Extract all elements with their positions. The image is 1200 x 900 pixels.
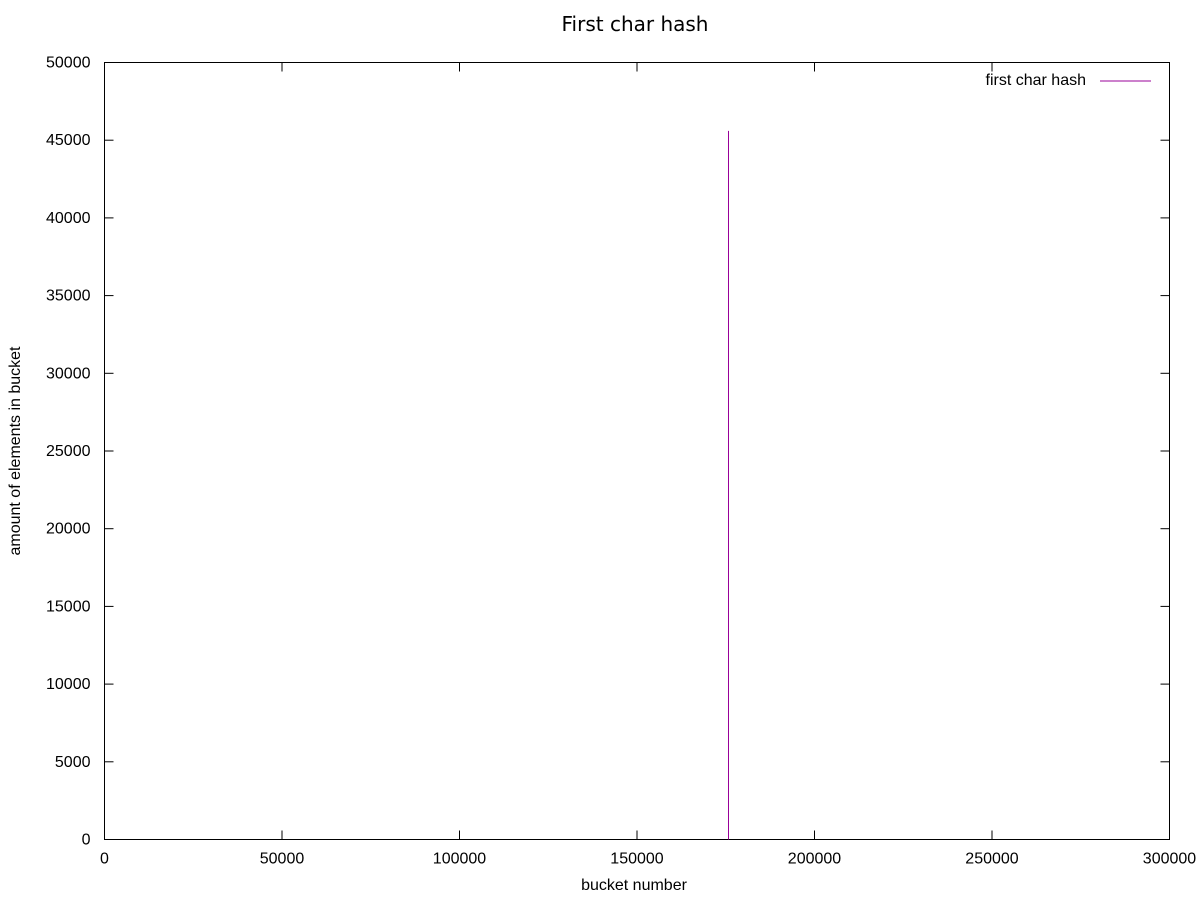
legend: first char hash xyxy=(986,72,1151,89)
y-axis-ticks: 0 5000 10000 15000 20000 25000 30000 35000 40000… xyxy=(46,55,1170,849)
x-tick-label: 50000 xyxy=(260,851,305,868)
x-tick-label: 100000 xyxy=(433,851,486,868)
legend-label: first char hash xyxy=(986,72,1086,89)
plot-frame xyxy=(104,62,1170,840)
x-tick-label: 250000 xyxy=(965,851,1018,868)
y-tick-label: 15000 xyxy=(46,598,91,615)
x-tick-label: 0 xyxy=(100,851,109,868)
y-tick-label: 0 xyxy=(82,832,91,849)
y-axis-label: amount of elements in bucket xyxy=(7,346,24,556)
y-tick-label: 40000 xyxy=(46,210,91,227)
y-tick-label: 20000 xyxy=(46,521,91,538)
y-tick-label: 5000 xyxy=(55,754,91,771)
y-tick-label: 25000 xyxy=(46,443,91,460)
y-tick-label: 10000 xyxy=(46,676,91,693)
x-axis-label: bucket number xyxy=(581,877,688,894)
y-tick-label: 30000 xyxy=(46,365,91,382)
x-tick-label: 200000 xyxy=(788,851,841,868)
x-axis-ticks: 0 50000 100000 150000 200000 250000 300000 xyxy=(100,62,1196,868)
y-tick-label: 35000 xyxy=(46,288,91,305)
chart-title: First char hash xyxy=(562,12,709,36)
x-tick-label: 150000 xyxy=(610,851,663,868)
x-tick-label: 300000 xyxy=(1143,851,1196,868)
y-tick-label: 50000 xyxy=(46,55,91,72)
y-tick-label: 45000 xyxy=(46,132,91,149)
